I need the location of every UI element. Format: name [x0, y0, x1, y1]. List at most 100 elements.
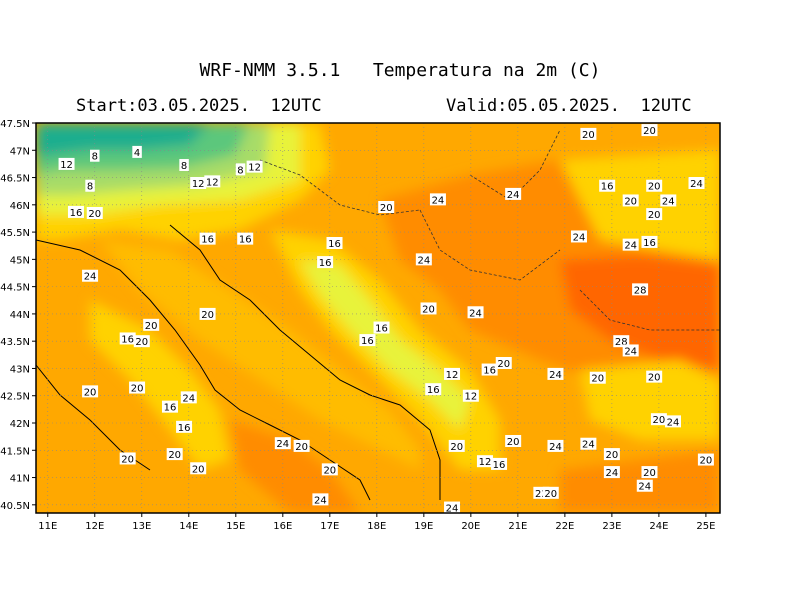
contour-label: 24 — [82, 269, 99, 283]
lon-tick-label: 20E — [461, 521, 480, 532]
contour-value: 28 — [615, 337, 628, 348]
lon-tick-label: 19E — [414, 521, 433, 532]
contour-label-bg — [429, 193, 446, 206]
contour-value: 20 — [88, 209, 101, 220]
contour-label: 16 — [425, 383, 442, 396]
contour-label: 20 — [129, 381, 146, 395]
contour-label: 24 — [429, 193, 446, 206]
contour-label-bg — [641, 124, 658, 137]
lat-tick-label: 40.5N — [0, 501, 30, 512]
contour-label-bg — [476, 455, 493, 468]
contour-value: 12 — [464, 392, 477, 403]
contour-value: 20 — [582, 130, 595, 141]
contour-value: 20 — [606, 450, 619, 461]
contour-label: 20 — [580, 127, 597, 141]
contour-label: 24 — [180, 391, 197, 404]
contour-label-bg — [85, 179, 95, 192]
contour-label-bg — [133, 335, 150, 348]
contour-value: 20 — [648, 182, 661, 193]
lon-tick-label: 18E — [367, 521, 386, 532]
contour-label-bg — [603, 466, 620, 479]
lon-tick-label: 15E — [226, 521, 245, 532]
contour-value: 24 — [417, 255, 430, 266]
contour-label-bg — [199, 307, 216, 320]
contour-label-bg — [82, 269, 99, 282]
contour-value: 20 — [380, 203, 393, 214]
contour-label-bg — [547, 367, 564, 380]
alps-coldest — [36, 123, 210, 158]
contour-label: 24 — [580, 437, 597, 451]
lat-tick-label: 46N — [10, 201, 30, 212]
contour-value: 12 — [248, 163, 261, 174]
contour-label-bg — [622, 194, 639, 207]
contour-label: 16 — [481, 363, 498, 377]
contour-label-bg — [321, 463, 338, 476]
contour-label-bg — [190, 177, 207, 189]
contour-value: 12 — [206, 177, 219, 188]
contour-value: 24 — [507, 190, 520, 201]
contour-label: 16 — [67, 205, 84, 219]
contour-value: 20 — [653, 415, 666, 426]
contour-value: 24 — [84, 272, 97, 283]
contour-value: 20 — [450, 442, 463, 453]
contour-label-bg — [180, 391, 197, 404]
contour-label: 20 — [190, 462, 207, 475]
contour-label: 16 — [641, 235, 658, 249]
contour-label: 20 — [321, 463, 338, 476]
contour-label: 12 — [444, 367, 461, 381]
contour-value: 20 — [295, 442, 308, 453]
contour-label-bg — [632, 283, 649, 296]
contour-label-bg — [688, 177, 705, 189]
axis-ticks: 11E 12E 13E 14E 15E 16E 17E 18E 19E 20E 21E 22E 23E 2… — [0, 119, 715, 532]
contour-label: 16 — [237, 232, 254, 246]
contour-value: 20 — [648, 373, 661, 384]
contour-label: 24 — [312, 493, 329, 506]
contour-value: 22 — [535, 489, 548, 500]
contour-value: 20 — [544, 489, 557, 500]
contour-value: 24 — [667, 417, 680, 428]
contour-label-bg — [420, 302, 437, 315]
contour-label-bg — [603, 448, 620, 461]
contour-value: 20 — [648, 210, 661, 221]
contour-label: 12 — [246, 160, 263, 174]
contour-label: 24 — [636, 479, 653, 493]
contour-label: 24 — [444, 501, 461, 515]
lat-tick-label: 45.5N — [0, 228, 30, 239]
contour-label: 12 — [58, 157, 75, 171]
contour-label-bg — [246, 160, 263, 173]
lon-tick-label: 14E — [179, 521, 198, 532]
contour-value: 16 — [601, 182, 614, 193]
contour-value: 20 — [643, 468, 656, 479]
contour-label: 16 — [373, 321, 390, 335]
contour-value: 24 — [549, 370, 562, 381]
contour-label-bg — [570, 230, 587, 243]
contour-label-bg — [176, 420, 193, 433]
contour-value: 16 — [643, 238, 656, 249]
contour-label-bg — [495, 357, 512, 369]
contour-label-bg — [119, 452, 136, 465]
contour-value: 20 — [135, 337, 148, 348]
contour-value: 12 — [446, 370, 459, 381]
contour-value: 24 — [314, 495, 327, 506]
contour-label-bg — [359, 334, 376, 347]
contour-label: 16 — [317, 256, 334, 269]
contour-label: 20 — [166, 448, 183, 461]
contour-label: 8 — [85, 179, 95, 193]
contour-label: 24 — [660, 194, 677, 207]
contour-label: 24 — [467, 306, 484, 319]
contour-label-bg — [641, 235, 658, 248]
contour-value: 20 — [121, 454, 134, 465]
contour-value: 24 — [182, 393, 195, 404]
contour-value: 12 — [479, 457, 492, 468]
lat-tick-label: 45N — [10, 255, 30, 266]
contour-value: 20 — [84, 387, 97, 398]
contour-label: 12 — [462, 389, 479, 403]
lat-tick-label: 44N — [10, 310, 30, 321]
hot-zone-italy-south — [230, 420, 360, 513]
lon-tick-label: 25E — [696, 521, 715, 532]
contour-value: 20 — [507, 437, 520, 448]
contour-value: 20 — [422, 304, 435, 315]
contour-label-bg — [415, 253, 432, 266]
contour-value: 16 — [483, 366, 496, 377]
